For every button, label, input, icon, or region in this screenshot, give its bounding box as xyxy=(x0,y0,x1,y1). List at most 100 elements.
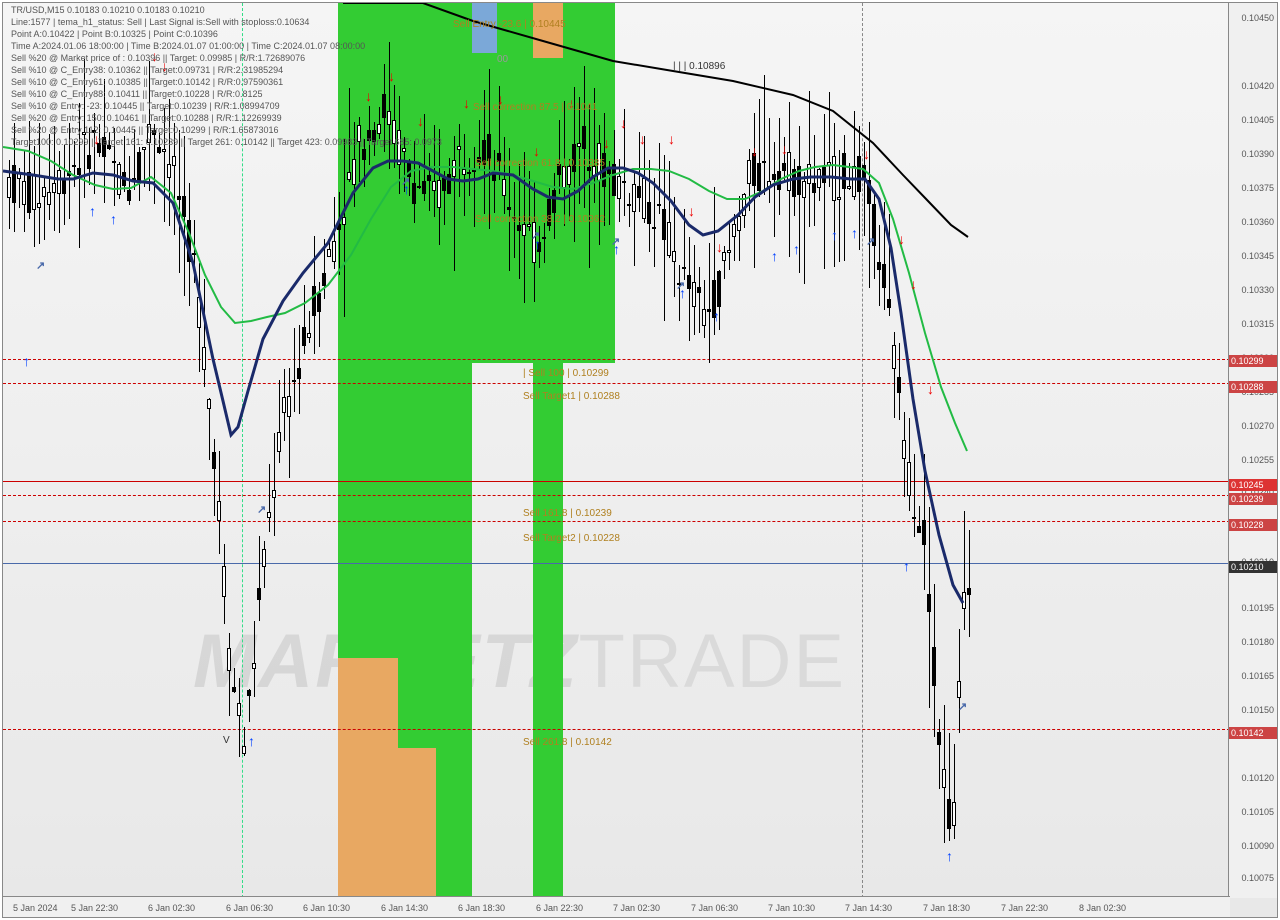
chart-label: | Sell 100 | 0.10299 xyxy=(523,368,609,379)
time-tick: 5 Jan 22:30 xyxy=(71,903,118,913)
chart-label: Sell Target2 | 0.10228 xyxy=(523,533,620,544)
price-tick: 0.10120 xyxy=(1241,773,1274,783)
info-line: Sell %10 @ C_Entry38: 0.10362 || Target:… xyxy=(11,65,283,75)
candle xyxy=(817,3,821,898)
candle xyxy=(957,3,961,898)
price-tick: 0.10105 xyxy=(1241,807,1274,817)
price-tick: 0.10345 xyxy=(1241,251,1274,261)
chart-label: Sell Entry -23.6 | 0.10445 xyxy=(453,19,566,30)
price-tick: 0.10150 xyxy=(1241,705,1274,715)
candle xyxy=(862,3,866,898)
sell-arrow-icon: ↓ xyxy=(688,203,695,219)
buy-arrow-icon: ↑ xyxy=(831,227,838,243)
info-line: Sell %20 @ Entry 112: 0.10445 || Target:… xyxy=(11,125,279,135)
candle xyxy=(587,3,591,898)
candle xyxy=(452,3,456,898)
candle xyxy=(527,3,531,898)
candle xyxy=(477,3,481,898)
candle xyxy=(807,3,811,898)
price-level-box: 0.10228 xyxy=(1229,519,1277,531)
candle xyxy=(827,3,831,898)
price-tick: 0.10450 xyxy=(1241,13,1274,23)
candle xyxy=(877,3,881,898)
time-tick: 6 Jan 10:30 xyxy=(303,903,350,913)
candle xyxy=(662,3,666,898)
time-tick: 6 Jan 06:30 xyxy=(226,903,273,913)
candle xyxy=(832,3,836,898)
buy-arrow-icon: ↑ xyxy=(713,308,720,324)
candle xyxy=(772,3,776,898)
buy-arrow-icon: ↑ xyxy=(793,241,800,257)
chart-plot-area[interactable]: MARKETZTRADE ↓↓↓↓↓↓↓↓↓↓↓↓↓↓↓↓↓↓↓↓↓↓↑↑↑↑↑… xyxy=(3,3,1230,898)
candle xyxy=(552,3,556,898)
candle xyxy=(687,3,691,898)
candle xyxy=(937,3,941,898)
candle xyxy=(562,3,566,898)
sell-arrow-icon: ↓ xyxy=(388,68,395,84)
candle xyxy=(872,3,876,898)
candle xyxy=(857,3,861,898)
candle xyxy=(572,3,576,898)
candle xyxy=(657,3,661,898)
buy-arrow-icon: ↑ xyxy=(946,848,953,864)
candle xyxy=(952,3,956,898)
time-tick: 7 Jan 02:30 xyxy=(613,903,660,913)
buy-arrow-icon: ↑ xyxy=(851,225,858,241)
price-level-box: 0.10239 xyxy=(1229,493,1277,505)
signal-arrow-icon: ↗ xyxy=(611,235,620,248)
price-tick: 0.10090 xyxy=(1241,841,1274,851)
candle xyxy=(852,3,856,898)
candle xyxy=(967,3,971,898)
candle xyxy=(812,3,816,898)
time-tick: 7 Jan 06:30 xyxy=(691,903,738,913)
sell-arrow-icon: ↓ xyxy=(417,113,424,129)
candle xyxy=(692,3,696,898)
buy-arrow-icon: ↑ xyxy=(110,211,117,227)
candle xyxy=(867,3,871,898)
candle xyxy=(742,3,746,898)
candle xyxy=(492,3,496,898)
candle xyxy=(737,3,741,898)
candle xyxy=(472,3,476,898)
candle xyxy=(612,3,616,898)
signal-arrow-icon: ↗ xyxy=(676,279,685,292)
time-tick: 6 Jan 18:30 xyxy=(458,903,505,913)
candle xyxy=(677,3,681,898)
sell-arrow-icon: ↓ xyxy=(463,95,470,111)
sell-arrow-icon: ↓ xyxy=(898,231,905,247)
candle xyxy=(727,3,731,898)
candle xyxy=(567,3,571,898)
candle xyxy=(767,3,771,898)
price-tick: 0.10390 xyxy=(1241,149,1274,159)
sell-arrow-icon: ↓ xyxy=(751,143,758,159)
candle xyxy=(752,3,756,898)
price-tick: 0.10375 xyxy=(1241,183,1274,193)
time-tick: 6 Jan 14:30 xyxy=(381,903,428,913)
candle xyxy=(507,3,511,898)
candle xyxy=(522,3,526,898)
candle xyxy=(942,3,946,898)
candle xyxy=(697,3,701,898)
candle xyxy=(962,3,966,898)
candle xyxy=(597,3,601,898)
price-level-box: 0.10142 xyxy=(1229,727,1277,739)
sell-arrow-icon: ↓ xyxy=(910,276,917,292)
chart-label: Sell correction 38.2 | 0.10362 xyxy=(475,214,605,225)
chart-label: 00 xyxy=(497,54,508,65)
candle xyxy=(842,3,846,898)
info-line: Sell %10 @ C_Entry88: 0.10411 || Target:… xyxy=(11,89,262,99)
candle xyxy=(462,3,466,898)
candle xyxy=(707,3,711,898)
signal-arrow-icon: ↗ xyxy=(958,700,967,713)
price-tick: 0.10075 xyxy=(1241,873,1274,883)
candle xyxy=(632,3,636,898)
time-tick: 5 Jan 2024 xyxy=(13,903,58,913)
time-tick: 7 Jan 18:30 xyxy=(923,903,970,913)
time-tick: 6 Jan 22:30 xyxy=(536,903,583,913)
info-line: Sell %20 @ Entry: 150: 0.10461 || Target… xyxy=(11,113,282,123)
sell-arrow-icon: ↓ xyxy=(620,115,627,131)
sell-arrow-icon: ↓ xyxy=(668,131,675,147)
chart-label: Sell correction 61.8 | 0.10385 xyxy=(475,158,605,169)
candle xyxy=(467,3,471,898)
candle xyxy=(717,3,721,898)
